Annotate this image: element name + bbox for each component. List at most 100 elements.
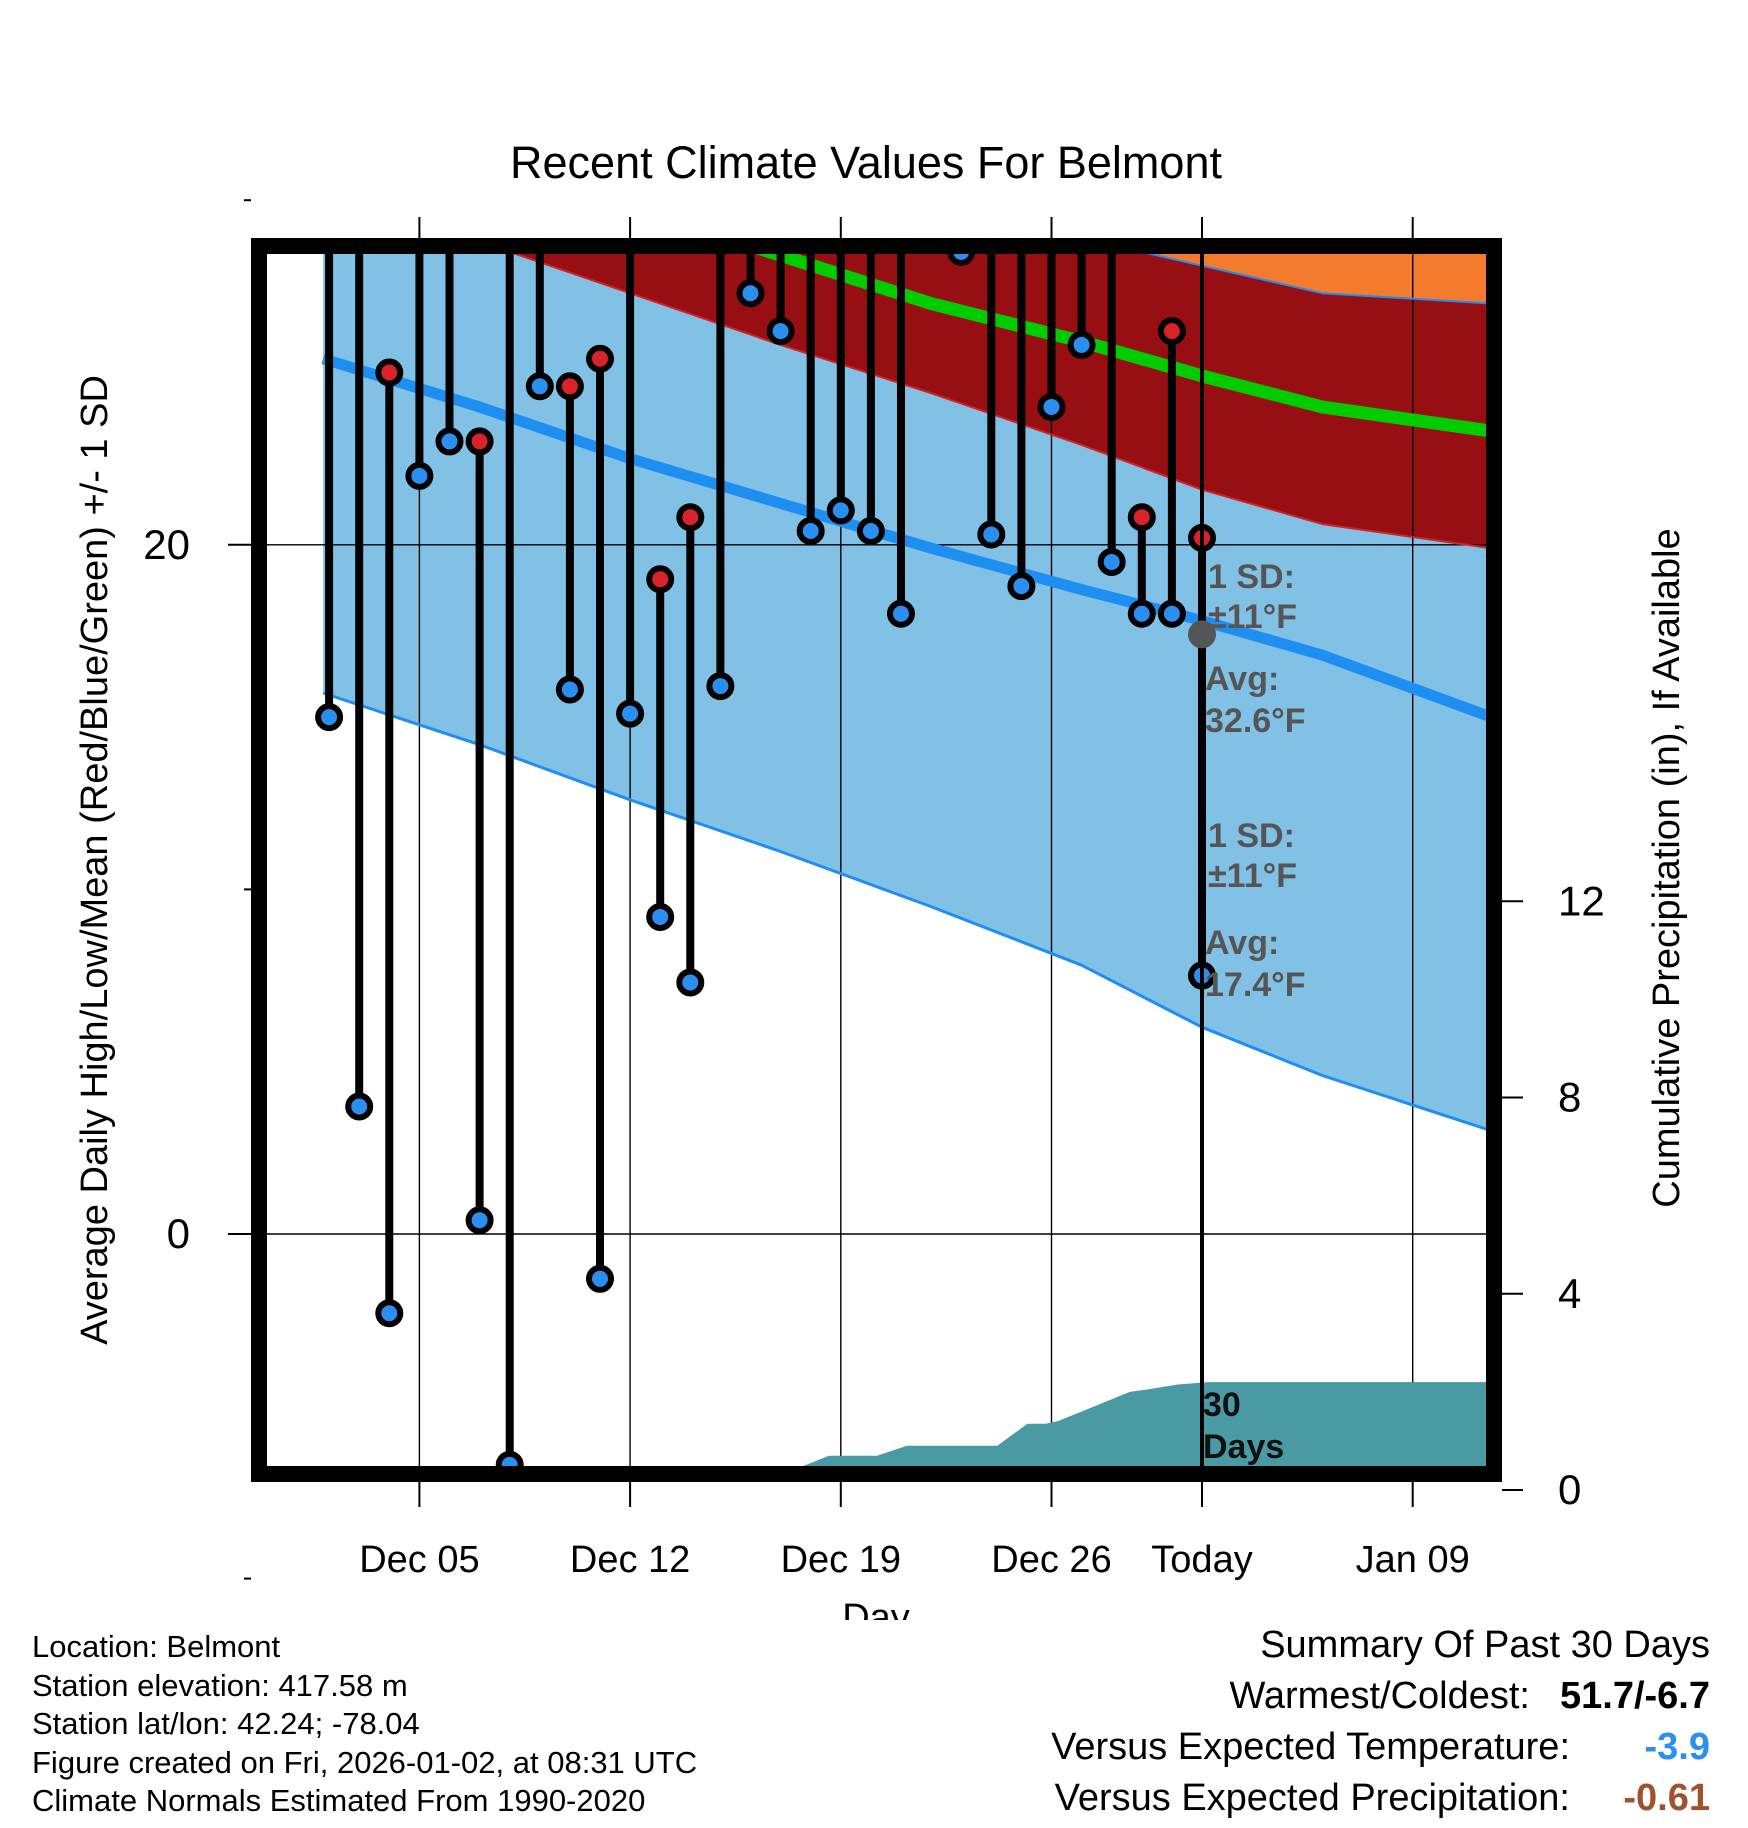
plot-border [251, 238, 1502, 1482]
obs-low-marker-7 [525, 372, 554, 401]
obs-low-marker-24 [1037, 392, 1066, 421]
x-tick-label-4: Today [1151, 1539, 1252, 1581]
warmest-coldest-row: Warmest/Coldest: 51.7/-6.7 [1051, 1671, 1710, 1722]
station-info: Location: Belmont Station elevation: 417… [32, 1628, 697, 1821]
y2-axis-label: Cumulative Precipitation (in), If Availa… [1646, 528, 1688, 1207]
x-tick-label-3: Dec 26 [991, 1539, 1111, 1581]
obs-high-marker-9 [586, 344, 614, 373]
obs-low-marker-17 [826, 496, 855, 525]
plot-frame [251, 238, 1502, 1482]
warmest-coldest-label: Warmest/Coldest: [1229, 1675, 1530, 1717]
y-axis-label: Average Daily High/Low/Mean (Red/Blue/Gr… [74, 375, 116, 1345]
obs-high-marker-6 [499, 79, 521, 101]
obs-low-marker-1 [345, 1092, 374, 1121]
low-avg-label: Avg: [1205, 924, 1279, 962]
obs-low-marker-23 [1007, 572, 1036, 601]
obs-low-marker-27 [1127, 599, 1156, 628]
precip-diff-label: Versus Expected Precipitation: [1054, 1777, 1570, 1819]
x-tick-label-1: Dec 12 [570, 1539, 690, 1581]
low-avg-value: 17.4°F [1205, 966, 1306, 1004]
low-sd-value: ±11°F [1208, 857, 1297, 895]
annotations: 1 SD: ±11°F Avg: 32.6°F 1 SD: ±11°F Avg:… [1203, 558, 1306, 1466]
obs-high-marker-0 [318, 86, 340, 108]
y2-tick-label-2: 8 [1558, 1074, 1581, 1121]
low-upper-line [501, 250, 1490, 550]
summary-panel: Summary Of Past 30 Days Warmest/Coldest:… [1051, 1620, 1710, 1824]
precipitation-area [491, 1382, 1490, 1470]
obs-high-marker-3 [408, 131, 430, 153]
obs-high-marker-11 [646, 565, 675, 594]
temp-diff-row: Versus Expected Temperature: -3.9 [1051, 1722, 1710, 1773]
obs-high-marker-27 [1127, 503, 1156, 532]
high-lower-line [1129, 250, 1490, 305]
created-text: Figure created on Fri, 2026-01-02, at 08… [32, 1744, 698, 1780]
normals-period-text: Climate Normals Estimated From 1990-2020 [32, 1783, 646, 1818]
obs-low-marker-22 [977, 520, 1006, 549]
mean-line [742, 250, 1490, 438]
obs-low-marker-4 [435, 427, 464, 456]
overlap-band [504, 250, 1490, 549]
period-count: 30 [1203, 1386, 1241, 1424]
obs-high-marker-4 [439, 110, 461, 132]
obs-low-marker-3 [405, 461, 434, 490]
summary-title: Summary Of Past 30 Days [1260, 1624, 1710, 1666]
y2-tick-label-0: 0 [1558, 1466, 1581, 1513]
obs-low-marker-26 [1097, 548, 1126, 577]
today-marks [1188, 250, 1216, 1470]
obs-low-marker-5 [465, 1206, 494, 1235]
obs-high-marker-13 [709, 103, 731, 125]
obs-low-marker-9 [586, 1264, 614, 1293]
obs-low-marker-11 [646, 902, 675, 931]
precip-diff-value: -0.61 [1623, 1777, 1710, 1819]
climate-chart: Recent Climate Values For Belmont Dec 05… [74, 0, 1688, 1620]
high-sd-band [1133, 250, 1490, 304]
warmest-coldest-value: 51.7/-6.7 [1560, 1675, 1710, 1717]
high-avg-label: Avg: [1205, 660, 1279, 698]
x-tick-label-5: Jan 09 [1356, 1539, 1470, 1581]
low-lower-line [322, 691, 1490, 1132]
obs-low-marker-13 [706, 672, 735, 701]
obs-high-marker-28 [1157, 317, 1186, 346]
obs-low-marker-28 [1157, 599, 1186, 628]
high-sd-value: ±11°F [1208, 598, 1297, 636]
x-axis-label: Day [842, 1597, 910, 1620]
x-tick-label-0: Dec 05 [359, 1539, 479, 1581]
obs-low-marker-0 [315, 703, 344, 732]
y2-tick-label-3: 12 [1558, 877, 1605, 924]
elevation-text: Station elevation: 417.58 m [32, 1667, 408, 1703]
temp-diff-label: Versus Expected Temperature: [1051, 1726, 1570, 1768]
precip-fill [491, 1382, 1490, 1470]
obs-low-marker-2 [375, 1299, 404, 1328]
low-sd-label: 1 SD: [1208, 817, 1295, 855]
obs-high-marker-12 [676, 503, 705, 532]
high-sd-label: 1 SD: [1208, 558, 1295, 596]
obs-low-marker-8 [555, 675, 584, 704]
high-mean-line [323, 0, 1491, 138]
obs-high-marker-8 [555, 372, 584, 401]
obs-low-marker-12 [676, 968, 705, 997]
obs-high-marker-2 [375, 358, 404, 387]
x-tick-label-2: Dec 19 [781, 1539, 901, 1581]
precip-diff-row: Versus Expected Precipitation: -0.61 [1051, 1773, 1710, 1824]
obs-high-marker-5 [465, 427, 494, 456]
location-text: Location: Belmont [32, 1629, 281, 1664]
obs-low-marker-10 [616, 699, 645, 728]
obs-low-marker-6 [495, 1450, 524, 1470]
obs-low-marker-16 [796, 517, 825, 546]
obs-low-marker-18 [856, 517, 885, 546]
low-mean-line [321, 353, 1490, 723]
obs-low-marker-19 [887, 599, 915, 628]
y2-tick-label-1: 4 [1558, 1270, 1581, 1317]
latlon-text: Station lat/lon: 42.24; -78.04 [32, 1706, 420, 1741]
obs-low-marker-15 [766, 317, 795, 346]
obs-low-marker-14 [736, 279, 765, 308]
temp-diff-value: -3.9 [1644, 1726, 1710, 1768]
chart-title: Recent Climate Values For Belmont [510, 137, 1222, 188]
today-low-avg-dot [1188, 620, 1216, 649]
y-tick-label-1: 20 [143, 521, 190, 568]
period-unit: Days [1203, 1428, 1284, 1466]
obs-low-marker-25 [1067, 330, 1096, 359]
high-avg-value: 32.6°F [1205, 702, 1306, 740]
normal-lines [321, 0, 1491, 1132]
